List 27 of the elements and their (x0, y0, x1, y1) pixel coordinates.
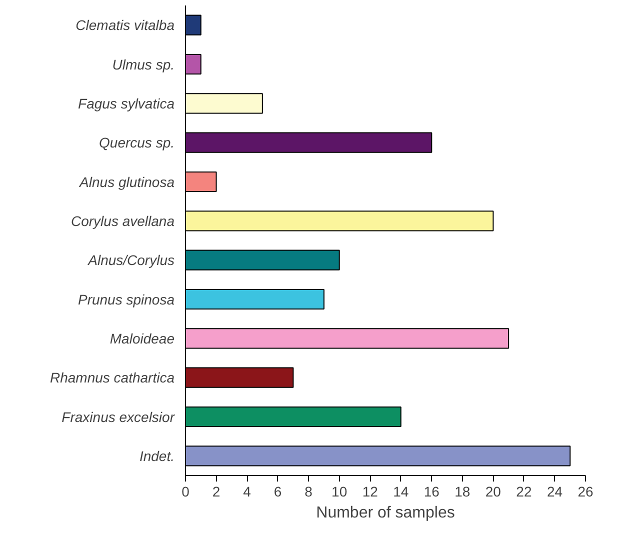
x-tick-label: 22 (516, 484, 532, 500)
x-tick-label: 4 (243, 484, 252, 500)
x-tick-label: 6 (274, 484, 282, 500)
x-tick-label: 2 (212, 484, 220, 500)
x-tick-label: 18 (454, 484, 470, 500)
y-tick-label: Clematis vitalba (76, 17, 175, 34)
x-tick-label: 14 (393, 484, 409, 500)
x-tick-label: 12 (362, 484, 378, 500)
x-axis-title: Number of samples (316, 504, 455, 522)
x-tick-label: 8 (304, 484, 313, 500)
y-tick-label: Indet. (139, 448, 175, 464)
x-tick-label: 24 (546, 484, 563, 500)
y-tick-label: Rhamnus cathartica (50, 370, 175, 386)
y-tick-label: Corylus avellana (71, 212, 175, 229)
x-tick-label: 20 (485, 484, 502, 500)
y-tick-label: Quercus sp. (99, 134, 175, 151)
y-tick-label: Alnus glutinosa (78, 174, 175, 190)
y-tick-label: Fagus sylvatica (78, 95, 175, 112)
x-tick-label: 26 (578, 484, 594, 500)
y-tick-label: Maloideae (110, 330, 175, 346)
x-tick-label: 16 (424, 484, 440, 500)
y-tick-label: Prunus spinosa (78, 291, 175, 308)
y-tick-label: Ulmus sp. (112, 56, 174, 72)
x-tick-label: 0 (182, 484, 190, 500)
x-tick-label: 10 (332, 484, 348, 500)
y-tick-label: Fraxinus excelsior (62, 408, 176, 425)
y-tick-label: Alnus/Corylus (87, 252, 175, 268)
